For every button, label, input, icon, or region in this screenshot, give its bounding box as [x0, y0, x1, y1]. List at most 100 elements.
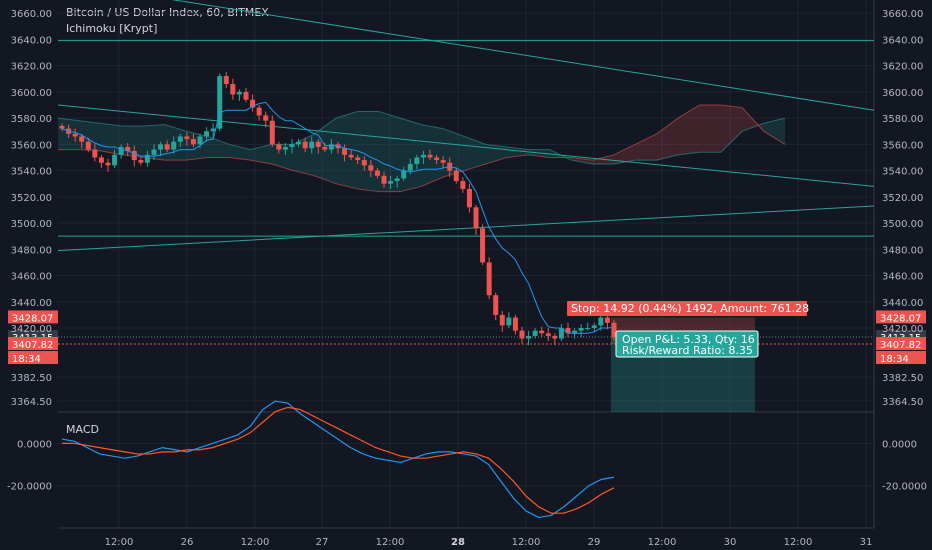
bar-countdown-label-right-bg: [876, 351, 926, 365]
y-tick-label-left: 3660.00: [11, 9, 52, 20]
risk-reward-label: Risk/Reward Ratio: 8.35: [622, 344, 753, 357]
kumo-segment: [720, 104, 743, 153]
candle-body: [578, 328, 584, 331]
macd-tick-right: 0.0000: [882, 439, 917, 450]
candle-body: [355, 157, 361, 161]
candle-body: [309, 141, 315, 149]
y-tick-label-right: 3540.00: [882, 167, 923, 178]
macd-tick-right: -20.0000: [882, 482, 927, 493]
ichimoku-legend[interactable]: Ichimoku [Krypt]: [66, 22, 158, 35]
x-tick-label: 12:00: [512, 537, 541, 548]
candle-body: [92, 149, 98, 158]
kumo-segment: [507, 146, 529, 158]
candle-body: [374, 170, 380, 176]
y-tick-label-right: 3580.00: [882, 114, 923, 125]
candle-body: [539, 330, 545, 334]
candle-body: [604, 317, 610, 323]
candle-body: [427, 154, 433, 158]
candle-body: [256, 107, 262, 116]
candle-body: [125, 146, 131, 151]
candle-body: [558, 328, 564, 339]
candle-body: [440, 160, 446, 163]
x-tick-label: 12:00: [105, 537, 134, 548]
y-tick-label-left: 3600.00: [11, 88, 52, 99]
stop-price-label-right-bg: [876, 310, 926, 324]
y-tick-label-right: 3440.00: [882, 298, 923, 309]
candle-body: [572, 330, 578, 334]
candle-body: [512, 317, 518, 331]
kumo-segment: [207, 136, 230, 158]
candle-body: [591, 325, 597, 329]
candle-body: [322, 146, 328, 150]
candle-body: [552, 335, 558, 339]
candle-body: [79, 136, 85, 142]
candle-body: [388, 181, 394, 184]
x-tick-label: 31: [860, 537, 873, 548]
candle-body: [342, 148, 348, 155]
y-tick-label-right: 3640.00: [882, 35, 923, 46]
candle-body: [302, 141, 308, 149]
candle-body: [460, 181, 466, 189]
x-tick-label: 12:00: [648, 537, 677, 548]
kumo-segment: [528, 149, 550, 158]
candle-body: [210, 128, 216, 132]
candle-body: [394, 178, 400, 182]
x-tick-label: 27: [316, 537, 329, 548]
entry-price-label-right: 3407.82: [880, 340, 921, 351]
y-tick-label-right: 3600.00: [882, 88, 923, 99]
stop-label: Stop: 14.92 (0.44%) 1492, Amount: 761.28: [571, 302, 809, 315]
trend-line: [57, 104, 875, 187]
y-tick-label-right: 3382.50: [882, 373, 923, 384]
y-tick-label-right: 3560.00: [882, 140, 923, 151]
candle-body: [204, 131, 210, 137]
stop-box: [567, 301, 807, 316]
macd-legend[interactable]: MACD: [66, 423, 99, 436]
candle-body: [151, 149, 157, 155]
candle-body: [526, 335, 532, 339]
x-tick-label: 29: [588, 537, 601, 548]
candle-body: [611, 322, 617, 338]
pnl-label: Open P&L: 5.33, Qty: 16: [622, 333, 755, 346]
candle-body: [197, 136, 203, 145]
x-tick-label: 12:00: [241, 537, 270, 548]
kumo-segment: [678, 104, 700, 155]
candle-body: [158, 144, 164, 150]
x-tick-label: 30: [724, 537, 737, 548]
bar-countdown-label: 18:34: [12, 354, 41, 365]
senkou-span-b: [58, 104, 786, 193]
candle-body: [236, 91, 242, 95]
kumo-segment: [357, 111, 379, 192]
pnl-box: [615, 330, 759, 358]
candle-body: [190, 139, 196, 145]
stop-price-label-bg: [8, 310, 58, 324]
x-tick-label: 26: [181, 537, 194, 548]
candle-body: [144, 154, 150, 163]
candle-body: [296, 141, 302, 145]
candle-body: [112, 154, 118, 166]
candle-body: [269, 120, 275, 145]
bar-countdown-label-right: 18:34: [880, 354, 909, 365]
candle-body: [401, 170, 407, 179]
candle-body: [328, 144, 334, 150]
candle-body: [434, 157, 440, 161]
x-tick-label: 28: [451, 537, 465, 548]
candle-body: [59, 125, 65, 129]
candle-body: [361, 160, 367, 166]
y-tick-label-left: 3420.00: [11, 324, 52, 335]
candle-body: [519, 330, 525, 339]
candle-body: [473, 207, 479, 229]
candle-body: [289, 144, 295, 147]
candle-body: [263, 115, 269, 121]
y-tick-label-right: 3480.00: [882, 245, 923, 256]
y-tick-label-right: 3420.00: [882, 324, 923, 335]
candle-body: [177, 136, 183, 142]
x-tick-label: 12:00: [784, 537, 813, 548]
y-tick-label-left: 3480.00: [11, 245, 52, 256]
bar-countdown-label-bg: [8, 351, 58, 365]
entry-price-label: 3407.82: [12, 340, 53, 351]
candle-body: [480, 228, 486, 263]
candle-body: [184, 136, 190, 140]
kumo-segment: [613, 144, 636, 165]
candle-body: [368, 165, 374, 171]
